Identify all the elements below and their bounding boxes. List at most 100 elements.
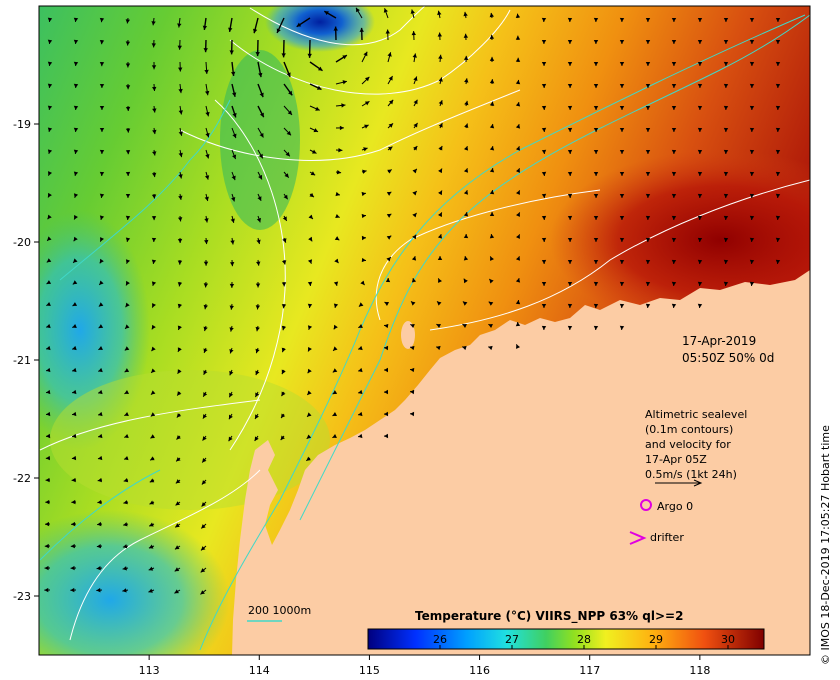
velocity-arrowhead: [46, 323, 51, 329]
velocity-arrowhead: [151, 259, 157, 264]
velocity-arrowhead: [71, 521, 76, 527]
velocity-arrowhead: [723, 17, 729, 22]
velocity-arrowhead: [44, 543, 49, 549]
velocity-arrowhead: [336, 169, 342, 175]
velocity-arrowhead: [284, 173, 289, 178]
velocity-arrowhead: [204, 239, 209, 245]
velocity-arrowhead: [281, 282, 287, 287]
velocity-arrowhead: [438, 77, 443, 82]
velocity-arrowhead: [463, 278, 468, 284]
velocity-arrowhead: [255, 370, 260, 376]
velocity-arrowhead: [593, 149, 599, 154]
velocity-arrowhead: [438, 190, 442, 196]
velocity-arrowhead: [47, 127, 53, 132]
velocity-arrowhead: [437, 234, 443, 239]
velocity-arrowhead: [177, 347, 182, 352]
velocity-arrowhead: [203, 261, 209, 266]
velocity-arrowhead: [232, 133, 237, 139]
velocity-arrowhead: [315, 106, 320, 111]
velocity-arrowhead: [364, 124, 369, 129]
velocity-arrowhead: [723, 83, 729, 88]
velocity-arrowhead: [541, 171, 547, 176]
velocity-arrowhead: [123, 500, 128, 505]
velocity-arrowhead: [228, 27, 233, 32]
velocity-arrowhead: [645, 193, 651, 198]
velocity-arrowhead: [489, 34, 495, 39]
velocity-arrowhead: [125, 128, 131, 133]
velocity-arrowhead: [71, 455, 77, 461]
velocity-arrowhead: [178, 88, 183, 94]
velocity-arrowhead: [749, 193, 755, 198]
velocity-arrowhead: [488, 323, 493, 329]
velocity-arrowhead: [386, 257, 391, 262]
velocity-arrowhead: [177, 369, 182, 374]
x-tick-label: 113: [139, 664, 160, 677]
velocity-arrowhead: [645, 215, 651, 220]
velocity-arrowhead: [619, 325, 625, 330]
velocity-arrowhead: [333, 346, 338, 351]
velocity-arrowhead: [286, 130, 292, 136]
velocity-arrowhead: [99, 258, 104, 264]
velocity-arrowhead: [338, 147, 343, 153]
velocity-arrowhead: [567, 281, 573, 286]
velocity-arrowhead: [515, 102, 521, 107]
velocity-arrowhead: [723, 215, 729, 220]
velocity-arrowhead: [515, 322, 521, 327]
velocity-arrowhead: [174, 545, 180, 550]
time-label: 05:50Z 50% 0d: [682, 351, 774, 365]
velocity-arrowhead: [463, 168, 469, 173]
velocity-arrowhead: [541, 127, 547, 132]
velocity-arrowhead: [567, 127, 573, 132]
velocity-arrowhead: [489, 212, 495, 217]
velocity-arrowhead: [307, 303, 313, 308]
velocity-arrowhead: [488, 345, 493, 351]
velocity-arrowhead: [45, 477, 50, 483]
velocity-arrowhead: [73, 17, 79, 22]
velocity-arrowhead: [149, 500, 155, 505]
legend-line-5: 0.5m/s (1kt 24h): [645, 468, 737, 481]
velocity-arrowhead: [306, 434, 312, 439]
velocity-arrowhead: [47, 214, 52, 220]
velocity-arrowhead: [463, 256, 469, 261]
velocity-arrowhead: [619, 259, 625, 264]
velocity-arrowhead: [645, 281, 651, 286]
velocity-arrowhead: [200, 546, 206, 551]
velocity-arrowhead: [671, 61, 677, 66]
velocity-arrowhead: [232, 112, 237, 118]
velocity-arrowhead: [515, 13, 521, 18]
velocity-arrowhead: [645, 17, 651, 22]
velocity-arrowhead: [99, 193, 105, 198]
velocity-arrowhead: [619, 83, 625, 88]
colorbar-tick-label: 30: [721, 633, 735, 646]
velocity-arrowhead: [46, 258, 52, 263]
velocity-arrowhead: [775, 61, 781, 66]
velocity-arrowhead: [697, 215, 703, 220]
velocity-arrowhead: [723, 149, 729, 154]
velocity-arrowhead: [697, 281, 703, 286]
velocity-arrowhead: [341, 103, 346, 108]
velocity-arrowhead: [384, 345, 389, 351]
velocity-arrowhead: [125, 19, 130, 24]
velocity-arrowhead: [464, 123, 469, 128]
velocity-arrowhead: [723, 61, 729, 66]
velocity-arrowhead: [671, 193, 677, 198]
velocity-arrowhead: [177, 260, 183, 265]
velocity-arrowhead: [775, 215, 781, 220]
velocity-arrowhead: [619, 127, 625, 132]
velocity-arrowhead: [593, 303, 599, 308]
y-tick-label: -20: [13, 236, 31, 249]
velocity-arrowhead: [775, 193, 781, 198]
velocity-arrowhead: [204, 196, 209, 202]
velocity-arrowhead: [72, 323, 77, 329]
velocity-arrowhead: [230, 71, 236, 76]
velocity-arrowhead: [73, 258, 78, 263]
velocity-arrowhead: [358, 411, 363, 417]
velocity-arrowhead: [232, 92, 237, 97]
velocity-arrowhead: [358, 367, 363, 373]
velocity-arrowhead: [124, 433, 129, 439]
velocity-arrowhead: [148, 566, 154, 571]
velocity-arrowhead: [176, 413, 182, 418]
velocity-arrowhead: [201, 502, 206, 507]
green-filament: [220, 50, 300, 230]
velocity-arrowhead: [515, 146, 521, 151]
